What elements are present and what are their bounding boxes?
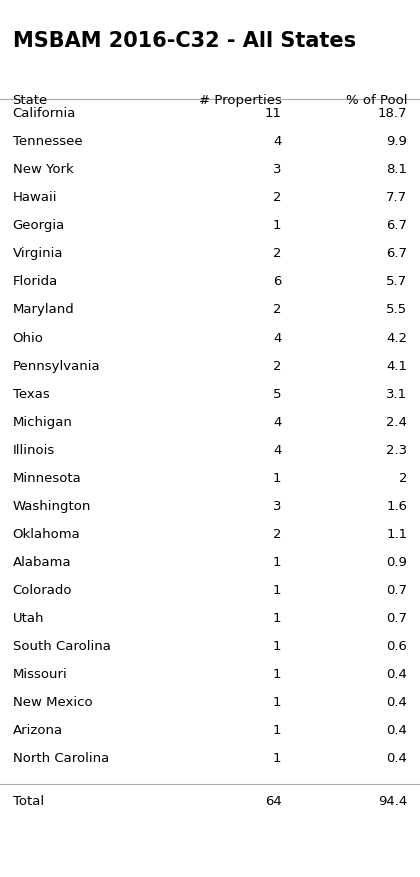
Text: 1: 1 xyxy=(273,584,281,597)
Text: 94.4: 94.4 xyxy=(378,795,407,808)
Text: 0.7: 0.7 xyxy=(386,612,407,625)
Text: 1.6: 1.6 xyxy=(386,500,407,513)
Text: 6.7: 6.7 xyxy=(386,219,407,232)
Text: 5: 5 xyxy=(273,388,281,401)
Text: 2: 2 xyxy=(273,360,281,373)
Text: Florida: Florida xyxy=(13,275,58,289)
Text: State: State xyxy=(13,94,48,107)
Text: Missouri: Missouri xyxy=(13,668,67,681)
Text: Arizona: Arizona xyxy=(13,724,63,738)
Text: Texas: Texas xyxy=(13,388,50,401)
Text: 2: 2 xyxy=(399,472,407,485)
Text: 0.4: 0.4 xyxy=(386,668,407,681)
Text: Georgia: Georgia xyxy=(13,219,65,232)
Text: 4.2: 4.2 xyxy=(386,332,407,345)
Text: New Mexico: New Mexico xyxy=(13,696,92,709)
Text: Virginia: Virginia xyxy=(13,247,63,260)
Text: 0.7: 0.7 xyxy=(386,584,407,597)
Text: 2.4: 2.4 xyxy=(386,416,407,429)
Text: 3: 3 xyxy=(273,163,281,176)
Text: 1: 1 xyxy=(273,472,281,485)
Text: 4.1: 4.1 xyxy=(386,360,407,373)
Text: Maryland: Maryland xyxy=(13,303,74,317)
Text: 4: 4 xyxy=(273,416,281,429)
Text: Hawaii: Hawaii xyxy=(13,191,57,204)
Text: 9.9: 9.9 xyxy=(386,135,407,148)
Text: 2: 2 xyxy=(273,191,281,204)
Text: Alabama: Alabama xyxy=(13,556,71,569)
Text: 1: 1 xyxy=(273,696,281,709)
Text: 1: 1 xyxy=(273,668,281,681)
Text: 1: 1 xyxy=(273,219,281,232)
Text: South Carolina: South Carolina xyxy=(13,640,110,653)
Text: 8.1: 8.1 xyxy=(386,163,407,176)
Text: 6: 6 xyxy=(273,275,281,289)
Text: 6.7: 6.7 xyxy=(386,247,407,260)
Text: 4: 4 xyxy=(273,444,281,457)
Text: 1.1: 1.1 xyxy=(386,528,407,541)
Text: 4: 4 xyxy=(273,332,281,345)
Text: Oklahoma: Oklahoma xyxy=(13,528,80,541)
Text: Illinois: Illinois xyxy=(13,444,55,457)
Text: 2: 2 xyxy=(273,528,281,541)
Text: 0.9: 0.9 xyxy=(386,556,407,569)
Text: New York: New York xyxy=(13,163,74,176)
Text: 0.4: 0.4 xyxy=(386,696,407,709)
Text: % of Pool: % of Pool xyxy=(346,94,407,107)
Text: 1: 1 xyxy=(273,752,281,766)
Text: 1: 1 xyxy=(273,724,281,738)
Text: Colorado: Colorado xyxy=(13,584,72,597)
Text: Minnesota: Minnesota xyxy=(13,472,81,485)
Text: 2.3: 2.3 xyxy=(386,444,407,457)
Text: Washington: Washington xyxy=(13,500,91,513)
Text: California: California xyxy=(13,107,76,120)
Text: 64: 64 xyxy=(265,795,281,808)
Text: 1: 1 xyxy=(273,556,281,569)
Text: 0.4: 0.4 xyxy=(386,752,407,766)
Text: 1: 1 xyxy=(273,640,281,653)
Text: 3.1: 3.1 xyxy=(386,388,407,401)
Text: North Carolina: North Carolina xyxy=(13,752,109,766)
Text: 2: 2 xyxy=(273,303,281,317)
Text: 4: 4 xyxy=(273,135,281,148)
Text: 7.7: 7.7 xyxy=(386,191,407,204)
Text: 3: 3 xyxy=(273,500,281,513)
Text: 5.7: 5.7 xyxy=(386,275,407,289)
Text: 0.6: 0.6 xyxy=(386,640,407,653)
Text: 2: 2 xyxy=(273,247,281,260)
Text: 0.4: 0.4 xyxy=(386,724,407,738)
Text: Utah: Utah xyxy=(13,612,44,625)
Text: # Properties: # Properties xyxy=(199,94,281,107)
Text: Michigan: Michigan xyxy=(13,416,73,429)
Text: MSBAM 2016-C32 - All States: MSBAM 2016-C32 - All States xyxy=(13,31,356,51)
Text: Total: Total xyxy=(13,795,44,808)
Text: Tennessee: Tennessee xyxy=(13,135,82,148)
Text: 18.7: 18.7 xyxy=(378,107,407,120)
Text: Ohio: Ohio xyxy=(13,332,44,345)
Text: Pennsylvania: Pennsylvania xyxy=(13,360,100,373)
Text: 11: 11 xyxy=(265,107,281,120)
Text: 1: 1 xyxy=(273,612,281,625)
Text: 5.5: 5.5 xyxy=(386,303,407,317)
